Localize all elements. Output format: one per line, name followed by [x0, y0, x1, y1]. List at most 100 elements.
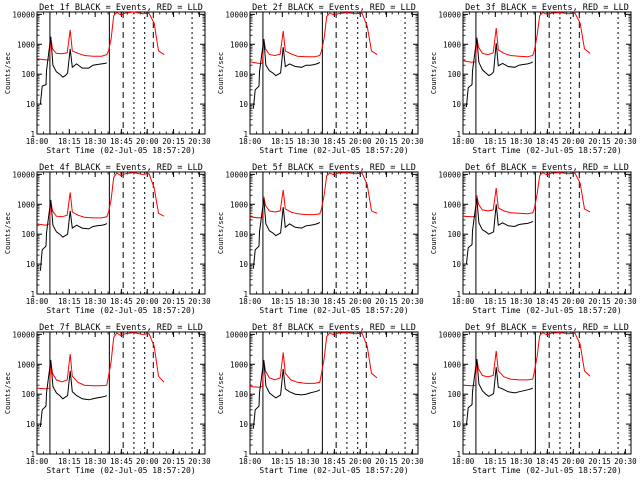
x-tick-label: 20:15 — [162, 137, 185, 146]
x-tick-label: 20:30 — [401, 297, 424, 306]
y-axis-label: Counts/sec — [4, 52, 12, 94]
x-tick-label: 18:30 — [510, 297, 533, 306]
y-tick-label: 1000 — [443, 40, 462, 49]
y-tick-label: 1 — [456, 130, 461, 139]
y-tick-label: 1000 — [230, 360, 249, 369]
x-tick-label: 18:00 — [239, 297, 262, 306]
x-tick-label: 18:45 — [323, 297, 346, 306]
x-tick-label: 18:00 — [452, 297, 475, 306]
y-tick-label: 10 — [452, 100, 462, 109]
events-series-line — [465, 358, 534, 426]
x-tick-label: 20:00 — [349, 137, 372, 146]
y-tick-label: 10000 — [225, 10, 248, 19]
panel-2: Det 2f BLACK = Events, RED = LLD 1 10 100 10… — [217, 3, 424, 155]
x-axis-label: Start Time (02-Jul-05 18:57:20) — [259, 466, 408, 475]
panel-6: Det 6f BLACK = Events, RED = LLD 1 10 100 10… — [430, 163, 637, 315]
x-tick-label: 20:30 — [188, 137, 211, 146]
x-tick-label: 20:15 — [375, 457, 398, 466]
x-tick-label: 18:45 — [323, 137, 346, 146]
y-tick-label: 100 — [234, 70, 248, 79]
x-tick-label: 18:00 — [26, 457, 49, 466]
x-tick-label: 18:15 — [58, 297, 81, 306]
x-tick-label: 20:30 — [401, 457, 424, 466]
panel-title: Det 2f BLACK = Events, RED = LLD — [252, 3, 416, 13]
y-tick-label: 100 — [447, 390, 461, 399]
plot-frame — [249, 11, 419, 135]
x-tick-label: 20:00 — [562, 137, 585, 146]
x-tick-label: 20:00 — [136, 297, 159, 306]
y-axis-label: Counts/sec — [430, 52, 438, 94]
x-tick-label: 18:45 — [536, 137, 559, 146]
panel-3: Det 3f BLACK = Events, RED = LLD 1 10 100 10… — [430, 3, 637, 155]
y-tick-label: 10 — [26, 100, 36, 109]
y-tick-label: 10 — [239, 100, 249, 109]
x-axis-label: Start Time (02-Jul-05 18:57:20) — [472, 466, 621, 475]
x-axis-label: Start Time (02-Jul-05 18:57:20) — [259, 306, 408, 315]
x-tick-label: 20:30 — [401, 137, 424, 146]
x-tick-label: 20:30 — [614, 297, 637, 306]
x-tick-label: 18:15 — [484, 457, 507, 466]
y-tick-label: 10000 — [438, 330, 461, 339]
y-tick-label: 10 — [26, 420, 36, 429]
panel-5: Det 5f BLACK = Events, RED = LLD 1 10 100 10… — [217, 163, 424, 315]
x-tick-label: 18:15 — [58, 457, 81, 466]
plot-frame — [462, 171, 632, 295]
x-tick-label: 18:30 — [297, 297, 320, 306]
lld-series-line — [249, 12, 378, 64]
panel-title: Det 3f BLACK = Events, RED = LLD — [465, 3, 629, 13]
x-tick-label: 20:00 — [562, 457, 585, 466]
x-tick-label: 18:15 — [271, 137, 294, 146]
x-tick-label: 18:15 — [484, 297, 507, 306]
x-tick-label: 18:00 — [452, 137, 475, 146]
events-series-line — [465, 38, 534, 108]
plot-frame — [36, 11, 206, 135]
y-tick-label: 100 — [21, 390, 35, 399]
panel-9: Det 9f BLACK = Events, RED = LLD 1 10 100 10… — [430, 323, 637, 475]
y-tick-label: 1 — [30, 290, 35, 299]
x-tick-label: 20:00 — [136, 137, 159, 146]
x-tick-label: 18:45 — [323, 457, 346, 466]
y-tick-label: 10000 — [225, 330, 248, 339]
x-tick-label: 20:30 — [188, 297, 211, 306]
y-tick-label: 1000 — [17, 360, 36, 369]
y-tick-label: 10 — [452, 260, 462, 269]
x-axis-label: Start Time (02-Jul-05 18:57:20) — [46, 306, 195, 315]
y-axis-label: Counts/sec — [4, 372, 12, 414]
y-tick-label: 1000 — [17, 200, 36, 209]
x-tick-label: 20:00 — [349, 457, 372, 466]
lld-series-line — [462, 331, 591, 387]
x-tick-label: 20:15 — [588, 457, 611, 466]
panel-1: Det 1f BLACK = Events, RED = LLD 1 10 100 10… — [4, 3, 211, 155]
y-tick-label: 1 — [243, 130, 248, 139]
panel-7: Det 7f BLACK = Events, RED = LLD 1 10 100 10… — [4, 323, 211, 475]
y-tick-label: 10000 — [225, 170, 248, 179]
plot-frame — [36, 171, 206, 295]
x-tick-label: 18:30 — [84, 457, 107, 466]
events-series-line — [39, 36, 107, 105]
y-tick-label: 1000 — [443, 360, 462, 369]
y-tick-label: 100 — [21, 230, 35, 239]
lld-series-line — [462, 12, 591, 63]
x-tick-label: 18:45 — [536, 457, 559, 466]
y-tick-label: 100 — [447, 230, 461, 239]
x-tick-label: 20:15 — [162, 297, 185, 306]
panel-title: Det 4f BLACK = Events, RED = LLD — [39, 163, 203, 173]
panel-title: Det 5f BLACK = Events, RED = LLD — [252, 163, 416, 173]
x-tick-label: 20:15 — [162, 457, 185, 466]
x-axis-label: Start Time (02-Jul-05 18:57:20) — [46, 466, 195, 475]
y-tick-label: 1000 — [443, 200, 462, 209]
x-tick-label: 20:00 — [349, 297, 372, 306]
y-axis-label: Counts/sec — [430, 372, 438, 414]
y-tick-label: 1000 — [230, 40, 249, 49]
y-tick-label: 1 — [243, 290, 248, 299]
y-tick-label: 10000 — [12, 170, 35, 179]
y-tick-label: 100 — [234, 390, 248, 399]
plot-frame — [36, 331, 206, 455]
y-axis-label: Counts/sec — [217, 52, 225, 94]
x-axis-label: Start Time (02-Jul-05 18:57:20) — [259, 146, 408, 155]
panel-title: Det 8f BLACK = Events, RED = LLD — [252, 323, 416, 333]
y-tick-label: 1 — [456, 290, 461, 299]
x-tick-label: 20:00 — [136, 457, 159, 466]
events-series-line — [39, 199, 108, 271]
